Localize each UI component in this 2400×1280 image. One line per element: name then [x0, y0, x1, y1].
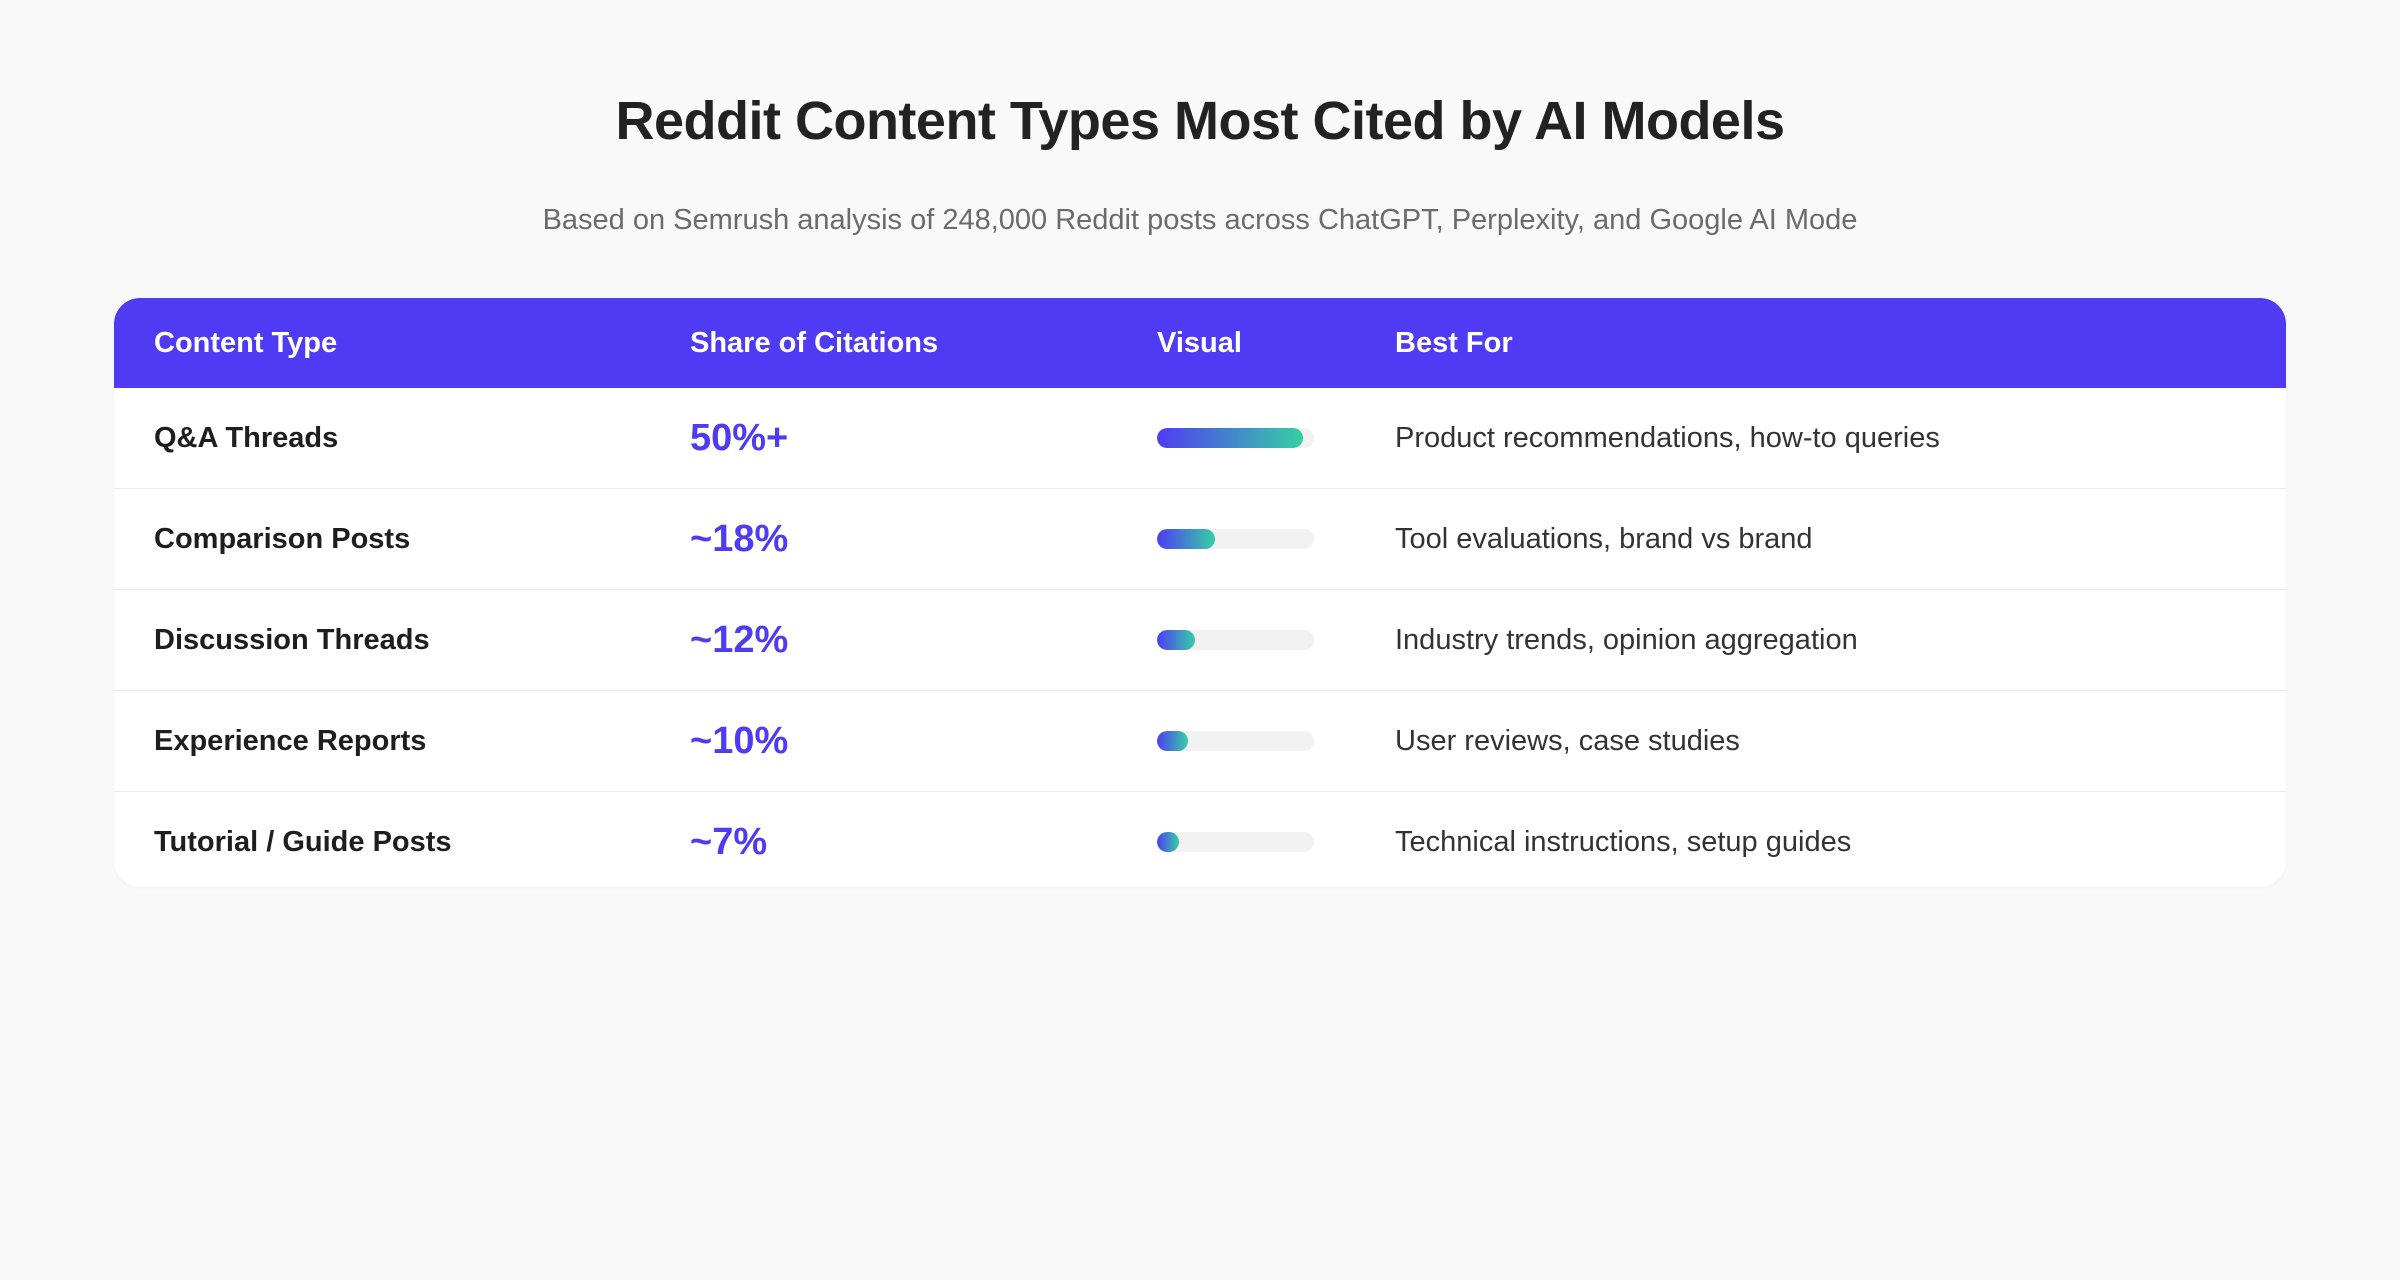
table-row: Experience Reports ~10% User reviews, ca… — [114, 691, 2286, 792]
share-value: ~12% — [690, 619, 789, 661]
citations-table: Content Type Share of Citations Visual B… — [114, 298, 2286, 887]
header-best-for: Best For — [1395, 327, 1513, 359]
header-share-of-citations: Share of Citations — [690, 327, 939, 359]
share-value: ~10% — [690, 720, 789, 762]
content-type-label: Comparison Posts — [154, 523, 411, 555]
content-type-label: Q&A Threads — [154, 422, 339, 454]
header-content-type: Content Type — [154, 327, 338, 359]
header-visual: Visual — [1157, 327, 1242, 359]
share-value: ~7% — [690, 821, 768, 863]
share-bar-fill — [1157, 428, 1303, 448]
share-bar-track — [1157, 731, 1314, 751]
chart-subtitle: Based on Semrush analysis of 248,000 Red… — [542, 204, 1858, 236]
share-value: 50%+ — [690, 417, 789, 459]
best-for-text: User reviews, case studies — [1395, 725, 1740, 757]
share-bar-track — [1157, 832, 1314, 852]
best-for-text: Tool evaluations, brand vs brand — [1395, 523, 1813, 555]
share-bar-fill — [1157, 731, 1189, 751]
share-bar-track — [1157, 529, 1314, 549]
share-bar-fill — [1157, 529, 1216, 549]
content-type-label: Tutorial / Guide Posts — [154, 826, 452, 858]
share-bar-fill — [1157, 630, 1195, 650]
table-row: Discussion Threads ~12% Industry trends,… — [114, 590, 2286, 691]
share-bar-track — [1157, 630, 1314, 650]
chart-title: Reddit Content Types Most Cited by AI Mo… — [615, 91, 1785, 151]
table-row: Q&A Threads 50%+ Product recommendations… — [114, 388, 2286, 489]
best-for-text: Industry trends, opinion aggregation — [1395, 624, 1858, 656]
share-value: ~18% — [690, 518, 789, 560]
best-for-text: Product recommendations, how-to queries — [1395, 422, 1940, 454]
table-row: Tutorial / Guide Posts ~7% Technical ins… — [114, 792, 2286, 887]
content-type-label: Discussion Threads — [154, 624, 430, 656]
best-for-text: Technical instructions, setup guides — [1395, 826, 1852, 858]
table-header: Content Type Share of Citations Visual B… — [114, 298, 2286, 388]
share-bar-fill — [1157, 832, 1179, 852]
table-row: Comparison Posts ~18% Tool evaluations, … — [114, 489, 2286, 590]
content-type-label: Experience Reports — [154, 725, 427, 757]
share-bar-track — [1157, 428, 1314, 448]
